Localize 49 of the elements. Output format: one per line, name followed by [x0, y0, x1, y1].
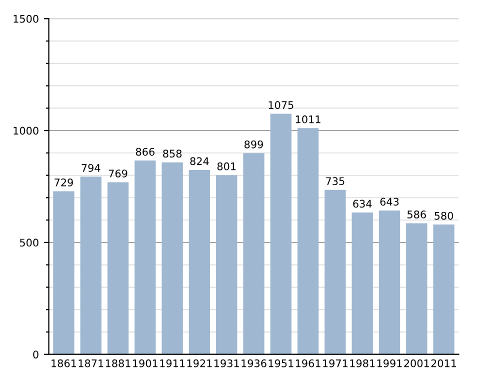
- bar: [324, 190, 346, 354]
- bar: [53, 191, 74, 354]
- x-tick-label: 1961: [296, 359, 320, 368]
- x-tick-label: 1991: [377, 359, 402, 368]
- data-label: 580: [434, 212, 454, 220]
- data-label: 824: [190, 157, 209, 166]
- bar: [107, 182, 129, 354]
- bar: [80, 176, 102, 354]
- bar: [297, 128, 319, 354]
- bar: [134, 160, 156, 354]
- data-label: 801: [217, 162, 236, 170]
- x-tick-label: 1936: [242, 359, 266, 368]
- x-tick-label: 1871: [78, 359, 104, 368]
- x-tick-label: 1901: [133, 359, 158, 368]
- x-tick-label: 1951: [268, 359, 294, 368]
- bar: [243, 153, 264, 354]
- data-label: 858: [163, 150, 182, 158]
- bar: [216, 175, 238, 354]
- data-label: 634: [353, 200, 372, 208]
- data-label: 729: [54, 178, 73, 186]
- x-tick-label: 1981: [350, 359, 375, 368]
- bar: [188, 170, 210, 354]
- x-tick-label: 2001: [404, 359, 429, 368]
- x-tick-label: 1921: [187, 359, 212, 368]
- x-tick-label: 1931: [214, 359, 239, 368]
- data-label: 1075: [268, 101, 294, 109]
- bar: [406, 223, 428, 354]
- y-tick-label: 1500: [14, 14, 38, 23]
- x-tick-label: 1911: [160, 359, 185, 368]
- data-label: 643: [380, 198, 399, 206]
- bar: [433, 224, 454, 354]
- y-tick-label: 1000: [14, 126, 38, 135]
- data-label: 794: [82, 164, 100, 172]
- data-label: 735: [326, 177, 344, 186]
- bar: [352, 212, 373, 354]
- x-tick-label: 2011: [431, 359, 456, 368]
- data-label: 586: [408, 210, 426, 218]
- x-tick-label: 1971: [323, 359, 348, 368]
- data-label: 866: [136, 148, 154, 156]
- bar: [162, 162, 183, 354]
- bar: [270, 114, 292, 354]
- data-label: 899: [244, 140, 263, 148]
- y-tick-label: 0: [33, 350, 38, 358]
- data-label: 769: [108, 170, 128, 178]
- bar: [378, 210, 400, 354]
- data-label: 1011: [296, 115, 320, 124]
- x-tick-label: 1881: [106, 359, 130, 368]
- y-tick-label: 500: [20, 238, 38, 247]
- x-tick-label: 1861: [52, 359, 76, 368]
